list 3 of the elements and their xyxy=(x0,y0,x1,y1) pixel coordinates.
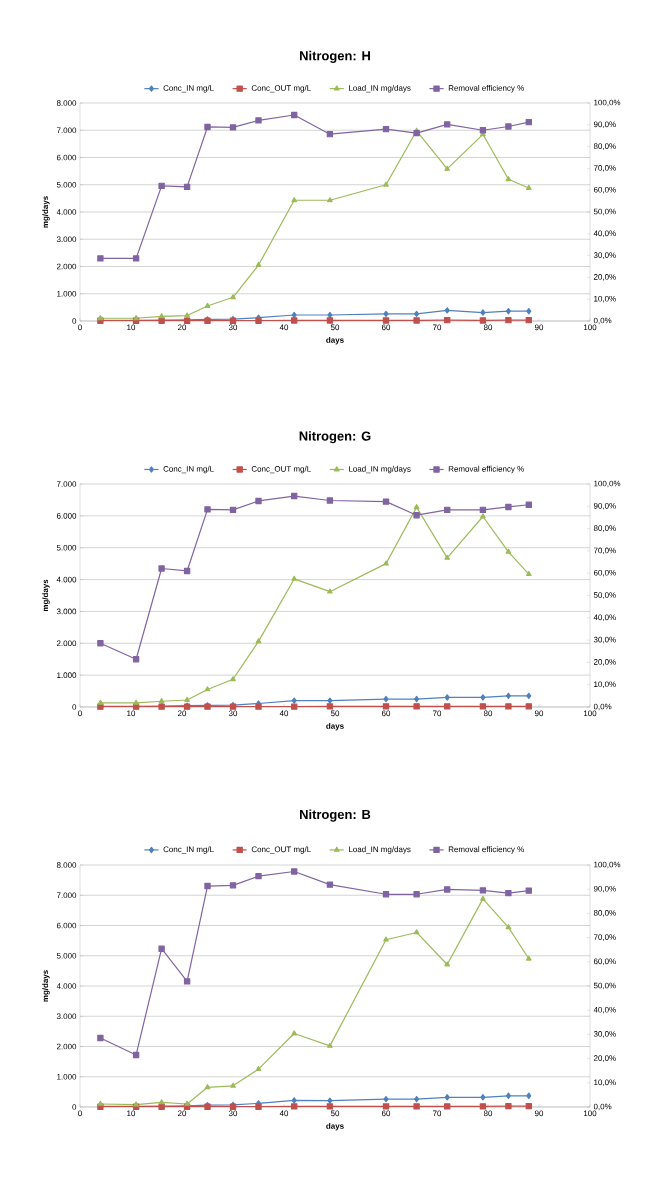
chart-title: Nitrogen: B xyxy=(300,809,371,822)
chart-title: Nitrogen: G xyxy=(299,431,371,444)
chart-title: Nitrogen: H xyxy=(300,50,370,63)
